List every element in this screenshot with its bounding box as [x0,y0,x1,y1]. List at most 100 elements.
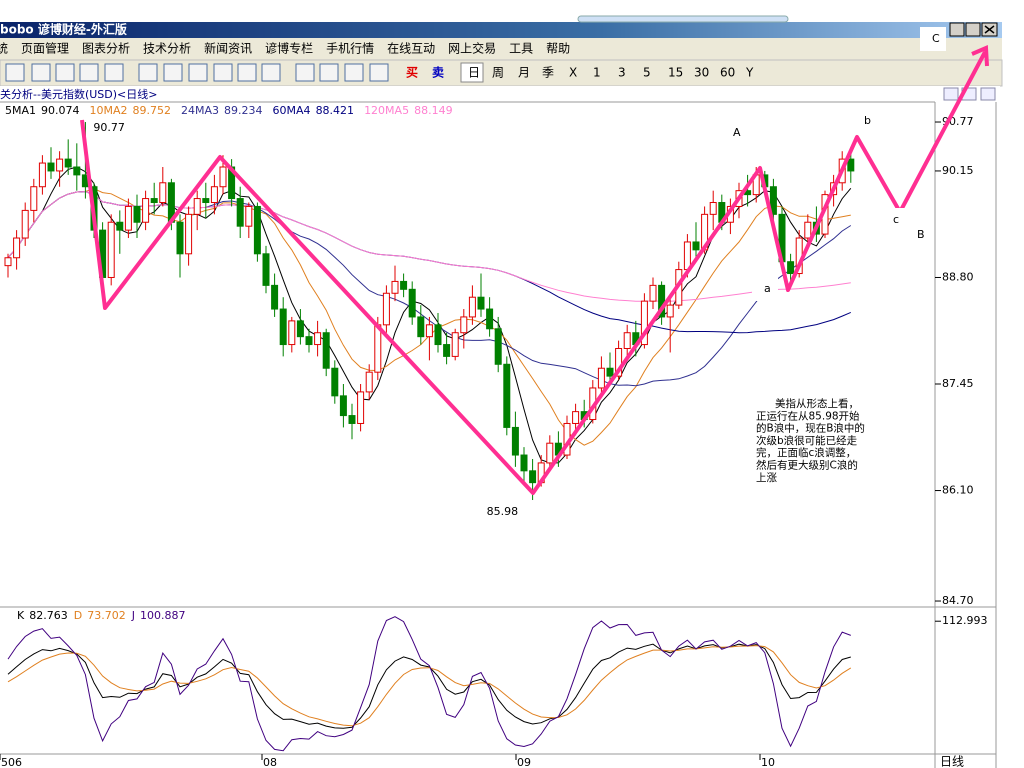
candle-body [202,198,210,204]
label-box [721,121,747,145]
high-label: 90.77 [93,121,125,134]
kdj-value: 82.763 [29,609,68,622]
menu-item[interactable]: 统 [0,42,8,56]
label-box [852,109,878,133]
period-button[interactable]: 5 [643,66,651,80]
ma-name: 60MA4 [273,104,311,117]
candle-body [572,411,580,424]
note-line: 上涨 [756,472,777,484]
btn[interactable] [943,87,959,101]
candle-body [331,367,339,397]
menu-item[interactable]: 网上交易 [448,41,496,56]
menu-item[interactable]: 在线互动 [387,42,435,56]
minimize[interactable] [949,22,965,37]
candle-body [623,332,631,350]
title-bar [0,22,1002,38]
tool-icon[interactable] [213,63,233,82]
candle-body [374,324,382,373]
candle-body [271,284,279,310]
ma-value: 89.234 [224,104,263,117]
tool-icon[interactable] [55,63,75,82]
kdj-line [7,616,851,752]
note-box [755,396,877,486]
tool-icon[interactable] [237,63,257,82]
period-button[interactable]: 日 [468,66,480,80]
candle-body [176,221,184,255]
tool-icon[interactable] [138,63,158,82]
wave-zigzag [80,51,987,495]
trade-button[interactable]: 买 [406,66,418,80]
candle-body [357,391,365,424]
candle-body [4,257,12,267]
menu-item[interactable]: 谚博专栏 [265,41,313,56]
period-button[interactable]: X [569,66,577,80]
menu-item[interactable]: 技术分析 [143,42,191,56]
candle-body [159,182,167,204]
period-button[interactable]: 季 [542,66,554,80]
tool-icon[interactable] [295,63,315,82]
candle-body [787,261,795,275]
candle-body [185,213,193,255]
candle-body [348,415,356,424]
tool-icon[interactable] [79,63,99,82]
candle-body [47,162,55,172]
candle-body [615,348,623,377]
note-line: 正运行在从85.98开始 [756,409,860,422]
candle-body [73,166,81,176]
candle-body [133,205,141,223]
wave-label: a [764,282,771,295]
tool-icon[interactable] [319,63,339,82]
restore[interactable] [965,22,981,37]
candle-body [262,253,270,286]
candle-body [107,221,115,278]
candle-body [30,186,38,211]
menu-item[interactable]: 图表分析 [82,42,130,56]
menu-item[interactable]: 工具 [509,42,533,56]
candle-body [417,316,425,338]
y-tick-label: 84.70 [942,594,974,607]
candle-body [124,205,132,231]
candle-body [649,284,657,302]
tool-icon[interactable] [104,63,124,82]
menu-item[interactable]: 新闻资讯 [204,41,252,56]
candle-body [597,367,605,389]
period-button[interactable]: 1 [593,66,601,80]
candle-body [116,221,124,231]
wave-label: B [917,228,925,241]
period-button[interactable]: 3 [618,66,626,80]
btn[interactable] [980,87,996,101]
tool-icon[interactable] [261,63,281,82]
period-button[interactable]: 60 [720,66,735,80]
arrow-head [971,45,989,67]
wave-label: b [864,114,871,127]
ma-name: 24MA3 [181,104,219,117]
tool-icon[interactable] [5,63,25,82]
x-label: 08 [263,756,277,768]
tool-icon[interactable] [369,63,389,82]
tool-icon[interactable] [31,63,51,82]
tool-icon[interactable] [163,63,183,82]
tool-icon[interactable] [344,63,364,82]
kdj-value: 100.887 [140,609,186,622]
candle-body [666,304,674,318]
candle-body [142,198,150,223]
note-line: 美指从形态上看， [775,397,859,410]
menu-bar [0,38,1002,60]
ma-value: 88.421 [316,104,355,117]
menu-item[interactable]: 帮助 [546,42,570,56]
candle-body [486,308,494,330]
period-button[interactable]: 30 [694,66,709,80]
menu-item[interactable]: 手机行情 [326,42,374,56]
candle-body [279,308,287,346]
period-button[interactable]: 15 [668,66,683,80]
kdj-name: D [74,609,82,622]
trade-button[interactable]: 卖 [432,65,444,80]
tool-icon[interactable] [188,63,208,82]
plot: 90.77 90.15 88.80 87.45 86.10 84.70 5MA1 90.074… [0,104,988,768]
period-button[interactable]: 周 [492,66,504,80]
candle-body [451,332,459,357]
menu-item[interactable]: 页面管理 [21,41,69,56]
period-button[interactable]: Y [745,66,754,80]
period-button[interactable]: 月 [518,66,530,80]
